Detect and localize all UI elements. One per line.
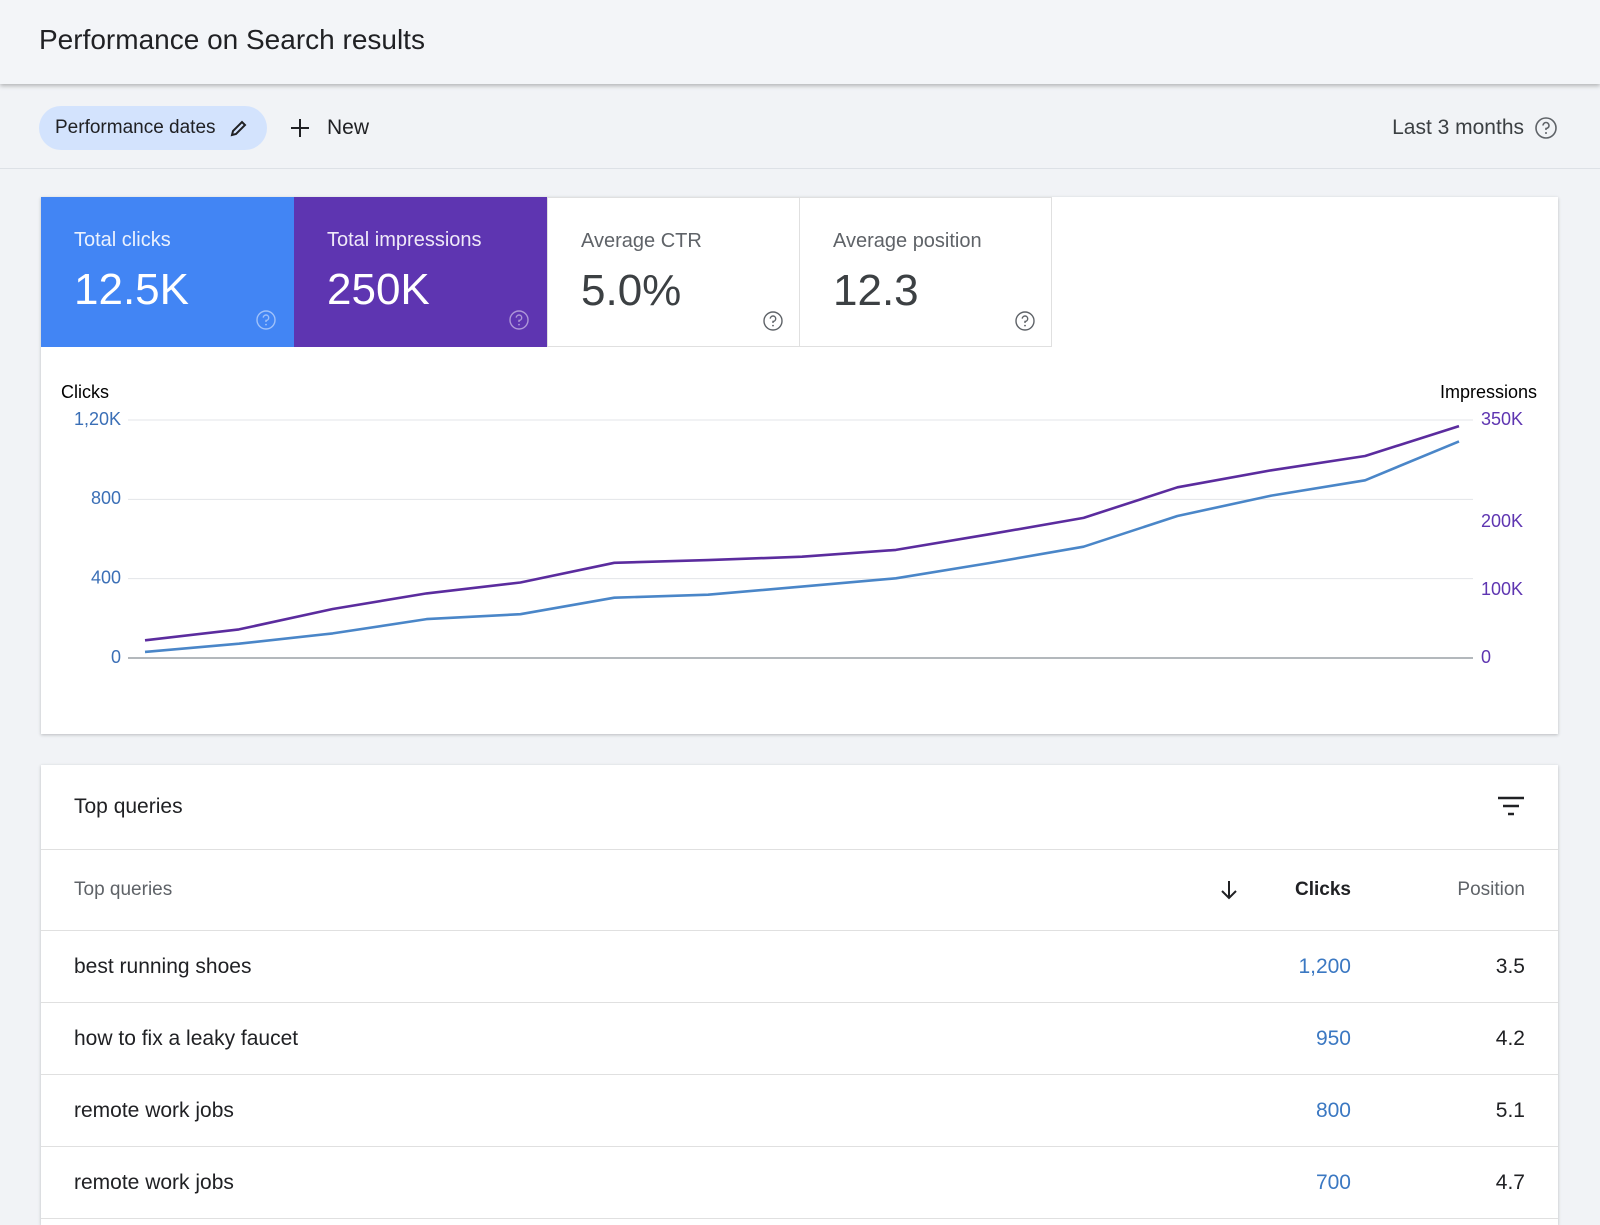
position-cell: 3.5 <box>1495 955 1525 978</box>
performance-card: Total clicks 12.5K Total impressions 250K … <box>41 197 1558 734</box>
edit-icon <box>230 120 247 137</box>
position-cell: 4.7 <box>1495 1171 1525 1194</box>
help-icon <box>1015 311 1035 331</box>
clicks-cell: 1,200 <box>1298 955 1351 978</box>
card-header: Top queries <box>41 765 1558 850</box>
new-label: New <box>327 116 370 139</box>
metric-tile[interactable]: Total impressions 250K <box>294 197 547 347</box>
table-row[interactable]: remote work jobs 800 5.1 <box>41 1075 1558 1147</box>
table-row[interactable]: remote work jobs 700 4.7 <box>41 1147 1558 1219</box>
metric-label: Average position <box>833 230 982 252</box>
metric-label: Total impressions <box>327 229 482 251</box>
column-header[interactable]: Top queries <box>74 879 173 900</box>
metric-tile[interactable]: Average CTR 5.0% <box>547 197 800 347</box>
series-line <box>144 440 1460 654</box>
sort-arrow-icon <box>1221 881 1237 900</box>
help-icon <box>256 310 276 330</box>
y-tick-label: 1,20K <box>74 409 121 429</box>
help-icon <box>763 311 783 331</box>
metric-value: 12.5K <box>74 265 189 314</box>
column-header[interactable]: Position <box>1457 879 1525 900</box>
metric-value: 12.3 <box>833 266 919 315</box>
y2-tick-label: 100K <box>1481 579 1523 599</box>
y2-tick-label: 350K <box>1481 409 1523 429</box>
table-row[interactable]: how to fix a leaky faucet 950 4.2 <box>41 1003 1558 1075</box>
chart: Clicks Impressions 0 400 800 1,20K 0 100K 200K… <box>61 382 1537 667</box>
date-range-label: Last 3 months <box>1392 116 1524 139</box>
card-title: Top queries <box>74 795 183 818</box>
toolbar: Performance dates New Last 3 months <box>0 86 1600 169</box>
metric-value: 5.0% <box>581 266 682 315</box>
filter-icon[interactable] <box>1497 795 1525 817</box>
table-row[interactable]: best running shoes 1,200 3.5 <box>41 931 1558 1003</box>
metric-label: Total clicks <box>74 229 171 251</box>
y-axis-title: Clicks <box>61 382 109 402</box>
header: Performance on Search results <box>0 0 1600 84</box>
query-cell: best running shoes <box>74 955 252 978</box>
metric-tile[interactable]: Total clicks 12.5K <box>41 197 294 347</box>
column-header[interactable]: Clicks <box>1295 879 1351 900</box>
y-tick-label: 400 <box>91 567 121 587</box>
queries-card: Top queries Top queries Clicks Position … <box>41 765 1558 1225</box>
clicks-cell: 800 <box>1315 1099 1351 1122</box>
help-icon <box>509 310 529 330</box>
position-cell: 4.2 <box>1495 1027 1525 1050</box>
plus-icon <box>291 119 309 137</box>
y-tick-label: 0 <box>111 647 121 667</box>
metric-tile[interactable]: Average position 12.3 <box>799 197 1052 347</box>
query-cell: how to fix a leaky faucet <box>74 1027 299 1050</box>
y2-tick-label: 0 <box>1481 647 1491 667</box>
chip-label: Performance dates <box>55 117 216 138</box>
help-icon[interactable] <box>1534 116 1558 140</box>
new-button[interactable]: New <box>290 106 369 150</box>
page-title: Performance on Search results <box>39 24 425 55</box>
y2-tick-label: 200K <box>1481 511 1523 531</box>
clicks-cell: 700 <box>1315 1171 1351 1194</box>
clicks-cell: 950 <box>1315 1027 1351 1050</box>
query-cell: remote work jobs <box>74 1099 234 1122</box>
metric-label: Average CTR <box>581 230 702 252</box>
series-line <box>144 424 1460 642</box>
query-cell: remote work jobs <box>74 1171 234 1194</box>
column-header-row: Top queries Clicks Position <box>41 850 1558 931</box>
filter-chip[interactable]: Performance dates <box>39 106 267 150</box>
position-cell: 5.1 <box>1495 1099 1525 1122</box>
y2-axis-title: Impressions <box>1440 382 1537 402</box>
y-tick-label: 800 <box>91 488 121 508</box>
date-range[interactable]: Last 3 months <box>1392 106 1524 150</box>
metric-value: 250K <box>327 265 430 314</box>
